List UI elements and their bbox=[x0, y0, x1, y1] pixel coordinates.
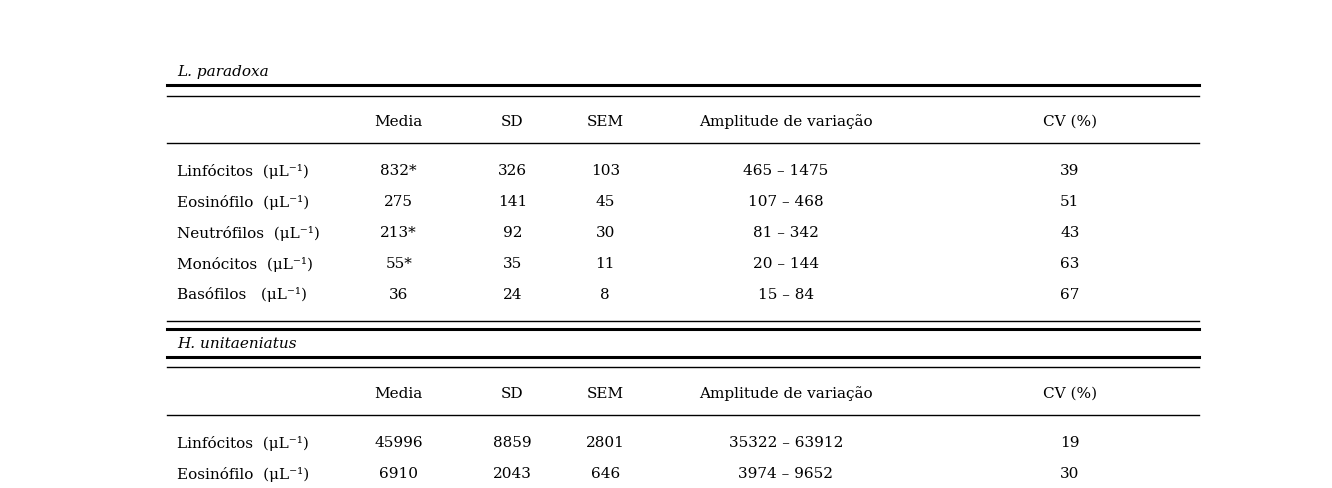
Text: 92: 92 bbox=[502, 226, 522, 240]
Text: Eosinófilo  (μL⁻¹): Eosinófilo (μL⁻¹) bbox=[177, 194, 309, 209]
Text: 6910: 6910 bbox=[380, 466, 418, 480]
Text: Linfócitos  (μL⁻¹): Linfócitos (μL⁻¹) bbox=[177, 163, 309, 179]
Text: 19: 19 bbox=[1060, 435, 1079, 449]
Text: 24: 24 bbox=[502, 287, 522, 301]
Text: 8: 8 bbox=[601, 287, 610, 301]
Text: Eosinófilo  (μL⁻¹): Eosinófilo (μL⁻¹) bbox=[177, 466, 309, 481]
Text: Media: Media bbox=[374, 386, 422, 400]
Text: 107 – 468: 107 – 468 bbox=[749, 195, 823, 209]
Text: 45996: 45996 bbox=[374, 435, 424, 449]
Text: 43: 43 bbox=[1060, 226, 1079, 240]
Text: 141: 141 bbox=[498, 195, 527, 209]
Text: 30: 30 bbox=[595, 226, 615, 240]
Text: CV (%): CV (%) bbox=[1043, 386, 1096, 400]
Text: SD: SD bbox=[501, 386, 523, 400]
Text: 3974 – 9652: 3974 – 9652 bbox=[738, 466, 834, 480]
Text: 465 – 1475: 465 – 1475 bbox=[743, 164, 829, 178]
Text: 81 – 342: 81 – 342 bbox=[753, 226, 819, 240]
Text: 646: 646 bbox=[590, 466, 619, 480]
Text: 11: 11 bbox=[595, 257, 615, 270]
Text: Basófilos   (μL⁻¹): Basófilos (μL⁻¹) bbox=[177, 287, 306, 302]
Text: SEM: SEM bbox=[586, 386, 623, 400]
Text: 35322 – 63912: 35322 – 63912 bbox=[729, 435, 843, 449]
Text: 213*: 213* bbox=[381, 226, 417, 240]
Text: 45: 45 bbox=[595, 195, 615, 209]
Text: 326: 326 bbox=[498, 164, 527, 178]
Text: 8859: 8859 bbox=[493, 435, 531, 449]
Text: 275: 275 bbox=[384, 195, 413, 209]
Text: Neutrófilos  (μL⁻¹): Neutrófilos (μL⁻¹) bbox=[177, 225, 320, 240]
Text: CV (%): CV (%) bbox=[1043, 115, 1096, 129]
Text: 103: 103 bbox=[590, 164, 619, 178]
Text: Amplitude de variação: Amplitude de variação bbox=[699, 114, 872, 129]
Text: 2801: 2801 bbox=[586, 435, 625, 449]
Text: H. unitaeniatus: H. unitaeniatus bbox=[177, 336, 297, 350]
Text: 67: 67 bbox=[1060, 287, 1079, 301]
Text: Monócitos  (μL⁻¹): Monócitos (μL⁻¹) bbox=[177, 256, 313, 271]
Text: Amplitude de variação: Amplitude de variação bbox=[699, 386, 872, 400]
Text: 2043: 2043 bbox=[493, 466, 531, 480]
Text: Linfócitos  (μL⁻¹): Linfócitos (μL⁻¹) bbox=[177, 435, 309, 450]
Text: SEM: SEM bbox=[586, 115, 623, 129]
Text: 15 – 84: 15 – 84 bbox=[758, 287, 814, 301]
Text: 39: 39 bbox=[1060, 164, 1079, 178]
Text: 30: 30 bbox=[1060, 466, 1079, 480]
Text: 51: 51 bbox=[1060, 195, 1079, 209]
Text: 36: 36 bbox=[389, 287, 409, 301]
Text: 832*: 832* bbox=[381, 164, 417, 178]
Text: L. paradoxa: L. paradoxa bbox=[177, 65, 269, 79]
Text: 55*: 55* bbox=[385, 257, 412, 270]
Text: 35: 35 bbox=[502, 257, 522, 270]
Text: 20 – 144: 20 – 144 bbox=[753, 257, 819, 270]
Text: 63: 63 bbox=[1060, 257, 1079, 270]
Text: SD: SD bbox=[501, 115, 523, 129]
Text: Media: Media bbox=[374, 115, 422, 129]
